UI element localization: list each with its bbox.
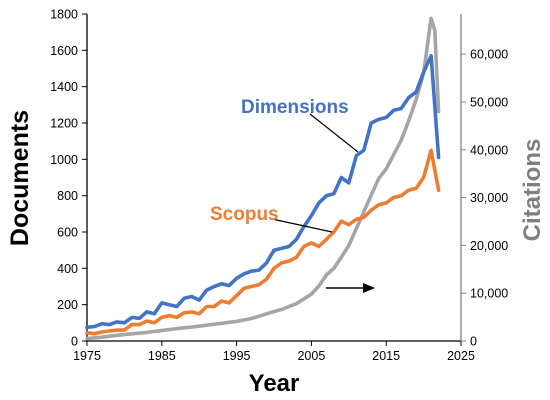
y-right-tick-label: 40,000	[470, 143, 508, 157]
series-layer	[85, 16, 441, 341]
y-right-axis-title: Citations	[519, 139, 546, 242]
y-left-tick-label: 1000	[50, 153, 78, 167]
y-left-tick-label: 1400	[50, 80, 78, 94]
y-left-tick-label: 600	[57, 226, 78, 240]
y-right-tick-label: 60,000	[470, 48, 508, 62]
dimensions-leader-line	[309, 113, 359, 153]
scopus-series-line	[85, 148, 441, 336]
scopus-label: Scopus	[210, 204, 279, 225]
y-left-tick-label: 0	[71, 335, 78, 349]
y-left-tick-label: 200	[57, 298, 78, 312]
y-right-ticks: 0 10,000 20,000 30,000 40,000 50,000 60,000	[461, 48, 508, 349]
y-left-tick-label: 800	[57, 189, 78, 203]
y-right-tick-label: 50,000	[470, 95, 508, 109]
y-right-tick-label: 0	[470, 335, 477, 349]
x-tick-label: 2005	[297, 349, 325, 363]
y-left-tick-label: 1600	[50, 44, 78, 58]
x-tick-label: 2015	[372, 349, 400, 363]
citations-series-line	[85, 16, 441, 341]
y-left-ticks: 0 200 400 600 800 1000 1200 1400 1600 1800	[50, 8, 87, 349]
x-tick-label: 2025	[447, 349, 475, 363]
citations-arrow-head	[363, 283, 375, 293]
y-left-tick-label: 400	[57, 262, 78, 276]
y-left-tick-label: 1200	[50, 117, 78, 131]
x-tick-label: 1995	[223, 349, 251, 363]
y-right-tick-label: 20,000	[470, 239, 508, 253]
dimensions-series-line	[85, 53, 441, 330]
x-tick-label: 1985	[148, 349, 176, 363]
dimensions-label: Dimensions	[241, 97, 349, 118]
y-right-tick-label: 10,000	[470, 287, 508, 301]
y-right-tick-label: 30,000	[470, 191, 508, 205]
y-left-axis-title: Documents	[6, 110, 34, 246]
x-ticks: 1975 1985 1995 2005 2015 2025	[73, 341, 475, 363]
x-tick-label: 1975	[73, 349, 101, 363]
annotation-layer: Dimensions Scopus	[210, 97, 375, 293]
scopus-leader-line	[271, 218, 333, 233]
x-axis-title: Year	[249, 370, 300, 397]
y-left-tick-label: 1800	[50, 8, 78, 22]
axes	[86, 14, 462, 342]
